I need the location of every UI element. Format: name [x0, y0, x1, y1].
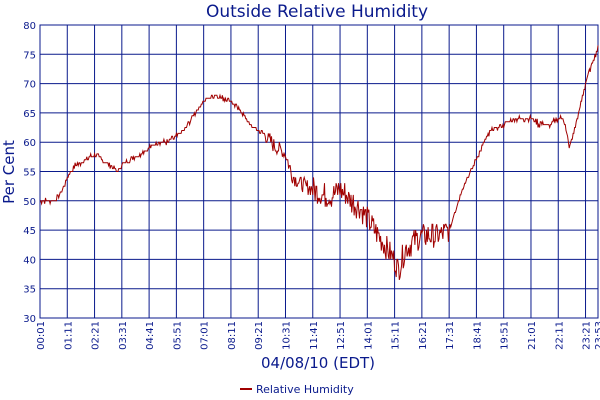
x-tick-label: 18:41	[472, 321, 483, 350]
x-tick-label: 04:41	[145, 321, 156, 350]
y-tick-label: 60	[23, 138, 36, 149]
x-tick-label: 21:01	[527, 321, 538, 350]
x-tick-label: 11:41	[309, 321, 320, 350]
y-tick-label: 35	[23, 285, 36, 296]
x-tick-label: 10:31	[281, 321, 292, 350]
x-tick-label: 07:01	[200, 321, 211, 350]
y-axis-ticks: 30 35 40 45 50 55 60 65 70 75 80	[23, 21, 36, 325]
y-tick-label: 65	[23, 109, 36, 120]
y-tick-label: 50	[23, 197, 36, 208]
x-tick-label: 02:21	[91, 321, 102, 350]
x-tick-label: 22:11	[554, 321, 565, 350]
x-tick-label: 09:21	[254, 321, 265, 350]
legend-label: Relative Humidity	[256, 383, 354, 396]
x-tick-label: 05:51	[172, 321, 183, 350]
x-tick-label: 16:21	[418, 321, 429, 350]
y-tick-label: 55	[23, 168, 36, 179]
y-tick-label: 40	[23, 255, 36, 266]
x-tick-label: 19:51	[500, 321, 511, 350]
x-tick-label: 14:01	[363, 321, 374, 350]
y-tick-label: 75	[23, 50, 36, 61]
x-tick-label: 03:31	[118, 321, 129, 350]
chart-title: Outside Relative Humidity	[206, 2, 428, 22]
x-axis-label: 04/08/10 (EDT)	[261, 354, 375, 372]
x-tick-label: 00:01	[36, 321, 47, 350]
plot-frame	[39, 24, 599, 319]
series-line-relative-humidity	[40, 45, 599, 281]
y-tick-label: 80	[23, 21, 36, 32]
y-tick-label: 70	[23, 80, 36, 91]
x-tick-label: 12:51	[336, 321, 347, 350]
x-tick-label: 01:11	[63, 321, 74, 350]
grid	[39, 24, 599, 319]
x-tick-label: 15:11	[391, 321, 402, 350]
x-tick-label: 08:11	[227, 321, 238, 350]
y-tick-label: 30	[23, 314, 36, 325]
y-axis-label: Per Cent	[0, 140, 18, 204]
x-tick-label: 23:53	[594, 321, 600, 350]
y-tick-label: 45	[23, 226, 36, 237]
x-tick-label: 23:21	[582, 321, 593, 350]
x-axis-ticks: 00:01 01:11 02:21 03:31 04:41 05:51 07:01 08:11…	[36, 321, 600, 350]
x-tick-label: 17:31	[445, 321, 456, 350]
